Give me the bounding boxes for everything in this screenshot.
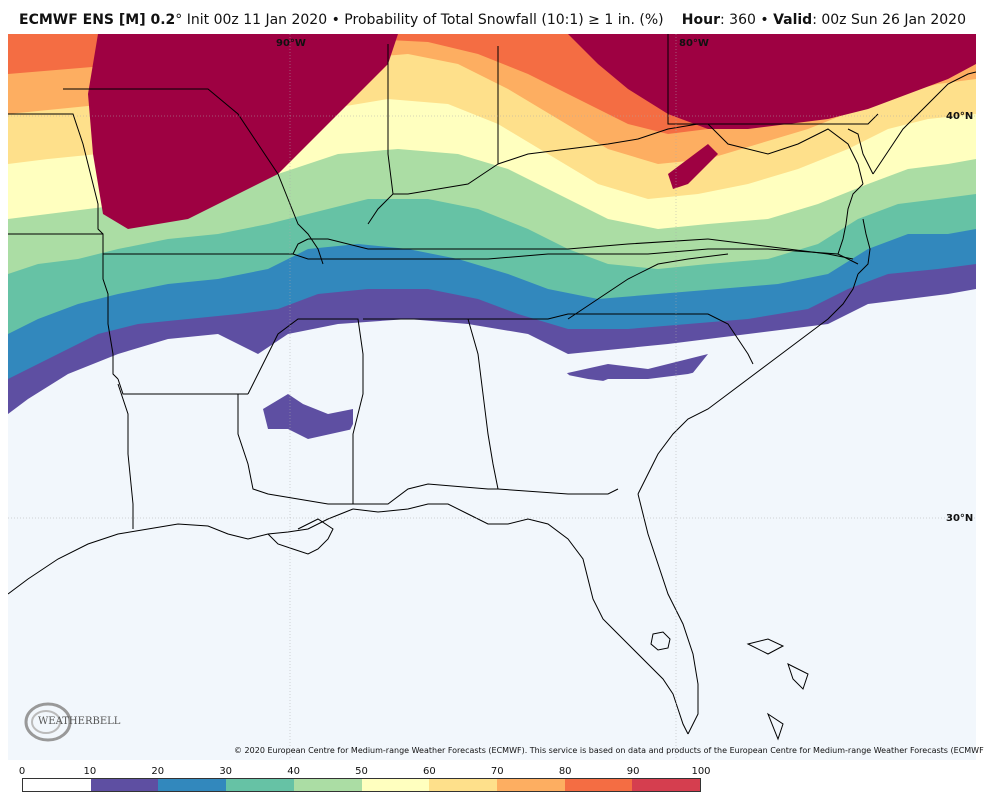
map-canvas[interactable] bbox=[8, 34, 976, 760]
legend-tick-90: 90 bbox=[626, 766, 640, 777]
bahamas-island-3 bbox=[766, 712, 784, 741]
legend-swatch-60 bbox=[429, 779, 497, 791]
snowfall-map-svg bbox=[8, 34, 976, 760]
legend-swatch-20 bbox=[158, 779, 227, 791]
legend-tick-50: 50 bbox=[355, 766, 368, 777]
hour-value: : 360 bbox=[720, 12, 756, 28]
lon-label-80w: 80°W bbox=[679, 38, 709, 49]
coastline-chesapeake bbox=[837, 183, 864, 255]
lon-label-90w: 90°W bbox=[276, 38, 306, 49]
legend-swatch-50 bbox=[361, 779, 430, 791]
legend-swatch-30 bbox=[226, 779, 294, 791]
state-line-va-nc bbox=[707, 238, 854, 260]
legend-swatch-80 bbox=[564, 779, 633, 791]
state-line-ky-tn bbox=[308, 238, 709, 250]
probability-fields bbox=[8, 34, 976, 760]
legend-tick-80: 80 bbox=[558, 766, 572, 777]
logo-text: WEATHERBELL bbox=[38, 716, 121, 727]
model-name: ECMWF ENS [M] 0.2 bbox=[19, 12, 176, 28]
boundary-lines bbox=[8, 34, 976, 741]
state-line-fl-north bbox=[353, 483, 619, 505]
logo-swirl-icon bbox=[24, 702, 72, 742]
legend-tick-40: 40 bbox=[287, 766, 300, 777]
legend-tick-60: 60 bbox=[423, 766, 436, 777]
copyright-notice: © 2020 European Centre for Medium-range … bbox=[234, 746, 984, 755]
legend-swatch-0 bbox=[23, 779, 91, 791]
graticule bbox=[8, 34, 976, 760]
state-line-ok-tx bbox=[102, 254, 119, 380]
state-line-ar-la bbox=[117, 378, 248, 395]
legend-tick-30: 30 bbox=[219, 766, 233, 777]
state-line-va bbox=[707, 123, 864, 185]
low-prob-south bbox=[8, 319, 976, 760]
bahamas-island-2 bbox=[787, 663, 809, 690]
legend-colorbar bbox=[22, 778, 701, 792]
state-line-oh-wv bbox=[497, 123, 699, 165]
prob-band-90-appalachian bbox=[668, 144, 718, 189]
coastline-fl-panhandle bbox=[352, 503, 689, 735]
coastline-gulf-tx-la bbox=[8, 508, 354, 595]
init-time: Init 00z 11 Jan 2020 bbox=[182, 12, 328, 28]
coastline-mid-atlantic bbox=[872, 71, 976, 175]
valid-value: : 00z Sun 26 Jan 2020 bbox=[812, 12, 966, 28]
product-name: Probability of Total Snowfall (10:1) ≥ 1… bbox=[344, 12, 664, 28]
state-line-ms-gulf bbox=[237, 394, 353, 505]
bullet-separator: • bbox=[327, 12, 345, 28]
prob-band-90-northeast bbox=[568, 34, 976, 129]
bullet-separator-2: • bbox=[755, 12, 774, 28]
state-line-de-md bbox=[847, 128, 874, 175]
coastline-fl-east bbox=[637, 493, 699, 735]
legend-tick-10: 10 bbox=[83, 766, 97, 777]
weatherbell-logo: WEATHERBELL bbox=[22, 700, 120, 744]
state-line-ga-sc-nc bbox=[468, 313, 754, 365]
color-legend: 0 10 20 30 40 50 60 70 80 90 100 bbox=[0, 762, 984, 808]
coastline-atlantic-ga-sc bbox=[637, 273, 859, 495]
legend-swatch-90 bbox=[632, 779, 701, 791]
coastline-nc-outer-banks bbox=[857, 218, 871, 275]
legend-tick-70: 70 bbox=[490, 766, 504, 777]
state-line-tn-south bbox=[292, 248, 859, 265]
legend-tick-0: 0 bbox=[18, 766, 26, 777]
lake-okeechobee bbox=[650, 631, 671, 651]
legend-swatch-10 bbox=[90, 779, 159, 791]
legend-tick-100: 100 bbox=[691, 766, 711, 777]
state-line-tn-nc bbox=[567, 253, 729, 320]
lat-label-40n: 40°N bbox=[946, 111, 974, 122]
map-title: ECMWF ENS [M] 0.2° Init 00z 11 Jan 2020 … bbox=[19, 12, 664, 28]
degree-symbol: ° bbox=[175, 12, 183, 28]
coastline-la-delta bbox=[267, 518, 334, 555]
legend-tick-20: 20 bbox=[151, 766, 165, 777]
prob-band-90 bbox=[88, 34, 398, 229]
lat-label-30n: 30°N bbox=[946, 513, 974, 524]
state-line-ms-al bbox=[247, 318, 364, 504]
legend-swatch-40 bbox=[293, 779, 362, 791]
hour-label: Hour bbox=[681, 12, 720, 28]
valid-time-header: Hour: 360 • Valid: 00z Sun 26 Jan 2020 bbox=[682, 12, 966, 28]
prob-band-10-south-lobe bbox=[263, 394, 353, 439]
state-line-mo-ar bbox=[8, 233, 309, 255]
bahamas-island-1 bbox=[746, 638, 785, 655]
state-line-mo-il bbox=[63, 88, 324, 265]
state-line-la-ms bbox=[117, 383, 134, 529]
valid-label: Valid bbox=[773, 12, 813, 28]
state-line-ks-mo bbox=[8, 113, 104, 235]
legend-swatch-70 bbox=[496, 779, 565, 791]
